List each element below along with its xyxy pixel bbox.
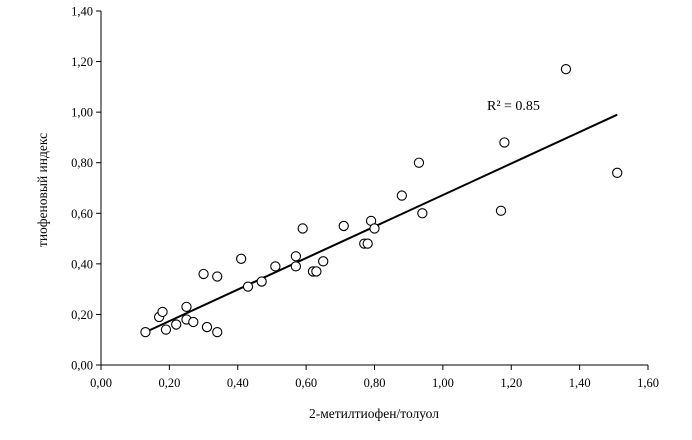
data-point — [212, 271, 223, 282]
data-point — [181, 301, 192, 312]
data-point — [417, 208, 428, 219]
data-point — [201, 321, 213, 333]
y-tick-label: 1,40 — [71, 5, 93, 19]
y-tick-label: 0,80 — [71, 156, 93, 170]
x-tick-label: 1,20 — [500, 376, 522, 390]
plot-area: 0,00 0,20 0,40 0,60 0,80 1,00 1,20 1,40 1,60 0,00… — [71, 5, 659, 391]
data-point — [171, 319, 182, 330]
x-tick-label: 1,60 — [637, 376, 659, 390]
data-point — [140, 326, 151, 338]
data-point — [290, 261, 302, 272]
y-tick-label: 1,20 — [71, 55, 93, 69]
data-point — [318, 256, 329, 267]
data-point — [198, 268, 209, 280]
y-tick-label: 0,00 — [71, 359, 93, 373]
data-point — [270, 261, 281, 272]
data-point — [413, 157, 425, 168]
data-point — [338, 220, 349, 232]
x-tick-label: 0,80 — [364, 376, 386, 390]
data-point — [311, 266, 322, 277]
data-point — [157, 306, 168, 318]
data-point — [369, 223, 380, 234]
x-tick-label: 1,00 — [432, 376, 454, 390]
data-point — [290, 251, 302, 262]
data-point — [499, 137, 510, 148]
data-point — [256, 276, 267, 287]
x-tick-label: 1,40 — [569, 376, 591, 390]
data-point — [236, 253, 247, 264]
data-point — [188, 316, 199, 328]
x-tick-label: 0,40 — [227, 376, 249, 390]
data-point — [396, 190, 407, 201]
y-axis-title: тиофеновый индекс — [35, 133, 50, 247]
data-point — [160, 324, 172, 335]
x-axis-title: 2-метилтиофен/толуол — [309, 406, 439, 421]
y-tick-label: 0,60 — [71, 207, 93, 221]
data-point — [362, 238, 373, 249]
x-tick-label: 0,00 — [90, 376, 112, 390]
data-point — [612, 167, 623, 178]
data-point — [212, 326, 223, 338]
x-tick-label: 0,60 — [295, 376, 317, 390]
x-tick-label: 0,20 — [158, 376, 180, 390]
y-tick-label: 0,40 — [71, 257, 93, 271]
data-point — [560, 64, 572, 75]
data-point — [495, 205, 507, 216]
data-point — [242, 281, 254, 292]
data-point — [297, 223, 308, 234]
trendline — [145, 113, 618, 334]
y-tick-label: 0,20 — [71, 308, 93, 322]
r-squared-annotation: R² = 0.85 — [487, 99, 540, 114]
y-tick-label: 1,00 — [71, 106, 93, 120]
